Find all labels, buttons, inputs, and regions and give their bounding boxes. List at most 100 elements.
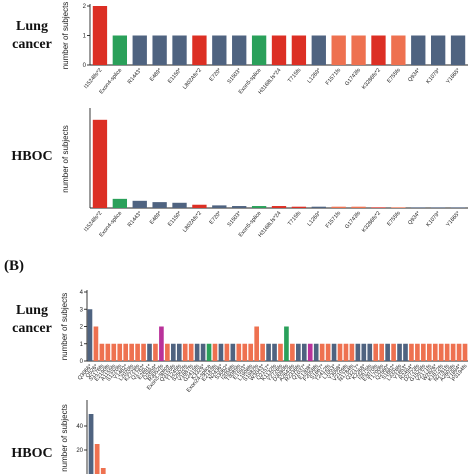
bar [430, 207, 446, 208]
bar [284, 326, 289, 361]
x-tick-label: S1503* [227, 67, 244, 85]
bar [426, 343, 432, 361]
bar [92, 119, 108, 208]
x-tick-label: L802Afs*2 [182, 210, 203, 233]
bar [391, 343, 396, 361]
bar [206, 343, 212, 361]
x-tick-label: Q934* [407, 67, 422, 83]
x-tick-label: E755fs [386, 210, 402, 227]
bar [291, 206, 307, 208]
bar [93, 326, 99, 361]
bar [172, 202, 187, 208]
x-tick-label: E489* [149, 67, 164, 83]
x-tick-label: F1571fs [325, 210, 343, 229]
y-tick-label: 2 [83, 4, 87, 10]
bar [170, 343, 176, 361]
bar [111, 343, 117, 361]
bar [415, 343, 420, 361]
bar [349, 343, 355, 361]
bar [271, 206, 287, 208]
x-tick-label: Y1665* [445, 210, 462, 228]
bar [212, 35, 227, 65]
bar [105, 343, 111, 361]
y-axis-label: number of subjects [60, 293, 69, 361]
bar [172, 35, 187, 65]
x-tick-label: E489* [149, 210, 164, 226]
bar [397, 343, 402, 361]
x-tick-label: K1079* [425, 210, 442, 228]
x-tick-label: Y1665* [445, 67, 462, 85]
row-label-line: Lung [16, 303, 48, 318]
bar [325, 343, 331, 361]
x-tick-label: T715fs [287, 210, 303, 227]
y-tick-label: 1 [83, 34, 87, 40]
y-axis-label: number of subjects [61, 125, 70, 193]
bar [94, 444, 100, 474]
row-label-line: cancer [12, 37, 52, 52]
y-tick-label: 0 [83, 63, 87, 69]
panel-b-hboc-chart: HBOC number of subjects 20 40 [11, 400, 106, 474]
bar [391, 35, 406, 65]
bar [248, 343, 254, 361]
y-tick-label: 0 [80, 359, 84, 365]
bar [135, 343, 140, 361]
bar [212, 205, 227, 208]
bar [311, 35, 326, 65]
bar [188, 343, 194, 361]
bar [456, 343, 462, 361]
x-tick-label: E755fs [386, 67, 402, 84]
x-tick-label: K3286fs*2 [361, 67, 382, 90]
bar [291, 35, 307, 65]
bar [192, 204, 207, 208]
bar [153, 343, 158, 361]
x-tick-label: R1443* [127, 67, 144, 86]
bar [313, 343, 319, 361]
x-tick-label: G1743fs [344, 210, 362, 230]
bar [165, 343, 170, 361]
bar [409, 343, 414, 361]
y-axis-label: number of subjects [60, 404, 69, 472]
bar [232, 35, 247, 65]
y-tick-label: 40 [76, 424, 83, 430]
bar [311, 206, 326, 208]
x-tick-label: K3286fs*2 [361, 210, 382, 233]
bar [152, 35, 167, 65]
bar [176, 343, 182, 361]
bar [361, 343, 367, 361]
bar [242, 343, 248, 361]
bar [301, 343, 307, 361]
x-tick-label: Q934* [407, 210, 422, 226]
bar [236, 343, 242, 361]
bar [251, 35, 267, 65]
y-tick-label: 20 [76, 448, 83, 454]
bar [290, 343, 295, 361]
bar [403, 343, 408, 361]
bar [411, 207, 426, 208]
bar [88, 414, 94, 474]
x-tick-label: S1503* [227, 210, 244, 228]
x-tick-label: I1524lfs*2 [83, 210, 103, 233]
bar [337, 343, 343, 361]
bar [117, 343, 123, 361]
row-label-line: cancer [12, 321, 52, 336]
bar [296, 343, 301, 361]
row-label-line: Lung [16, 19, 48, 34]
bar [192, 35, 207, 65]
bar [411, 35, 426, 65]
bar [132, 35, 147, 65]
x-tick-label: I1524lfs*2 [83, 67, 103, 90]
row-label-line: HBOC [11, 149, 52, 164]
bar [224, 343, 230, 361]
bar [159, 326, 164, 361]
bar [371, 35, 386, 65]
bar [132, 200, 147, 208]
bar [307, 343, 313, 361]
bar [212, 343, 218, 361]
bar [200, 343, 206, 361]
bar [373, 343, 379, 361]
panel-b-label: (B) [4, 258, 24, 274]
panel-a-hboc-chart: HBOC number of subjectsI1524lfs*2Exon4-sp… [11, 108, 468, 239]
bar [272, 343, 277, 361]
bar [438, 343, 444, 361]
